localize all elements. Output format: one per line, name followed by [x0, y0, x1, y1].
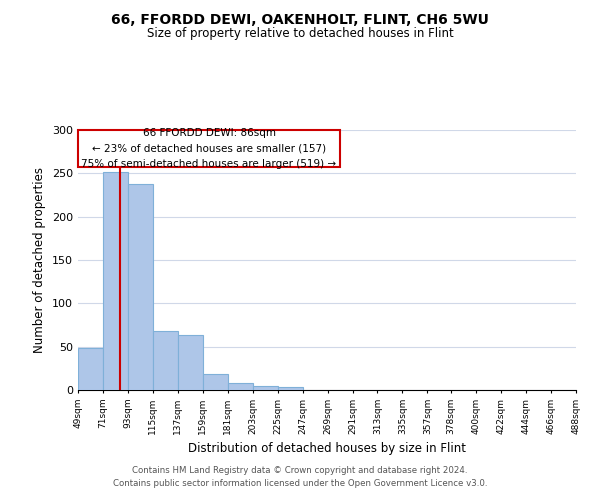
FancyBboxPatch shape [78, 130, 340, 168]
Bar [153, 331, 178, 390]
Text: Size of property relative to detached houses in Flint: Size of property relative to detached ho… [146, 28, 454, 40]
Text: 66 FFORDD DEWI: 86sqm
← 23% of detached houses are smaller (157)
75% of semi-det: 66 FFORDD DEWI: 86sqm ← 23% of detached … [82, 128, 337, 169]
Bar [78, 348, 103, 390]
Bar [103, 172, 128, 390]
Bar [253, 386, 278, 390]
Bar [228, 383, 253, 390]
Text: 66, FFORDD DEWI, OAKENHOLT, FLINT, CH6 5WU: 66, FFORDD DEWI, OAKENHOLT, FLINT, CH6 5… [111, 12, 489, 26]
Text: Contains HM Land Registry data © Crown copyright and database right 2024.
Contai: Contains HM Land Registry data © Crown c… [113, 466, 487, 487]
X-axis label: Distribution of detached houses by size in Flint: Distribution of detached houses by size … [188, 442, 466, 456]
Y-axis label: Number of detached properties: Number of detached properties [34, 167, 46, 353]
Bar [128, 184, 153, 390]
Bar [278, 388, 302, 390]
Bar [178, 336, 203, 390]
Bar [203, 374, 228, 390]
